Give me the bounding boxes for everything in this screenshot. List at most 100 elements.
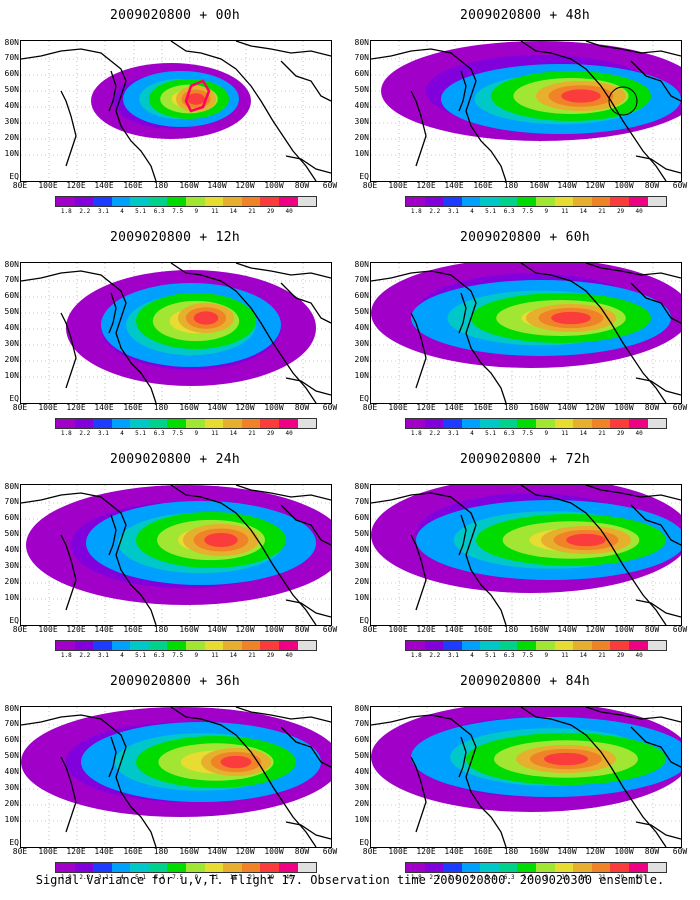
forecast-panel: 2009020800 + 72h 80N 70N 60N 50N 40N 30N 20N 10N… <box>350 444 700 666</box>
colorbar-label: 6.3 <box>153 430 165 437</box>
latitude-label: 10N <box>354 593 369 602</box>
colorbar-swatch <box>443 197 462 206</box>
coastline <box>60 534 77 611</box>
longitude-label: 100W <box>614 625 634 634</box>
colorbar-label: 7.5 <box>522 652 534 659</box>
coastline <box>108 514 117 556</box>
coastline <box>410 312 427 389</box>
colorbar-label: 6.3 <box>503 430 515 437</box>
coastline <box>280 504 331 546</box>
latitude-label: 20N <box>354 577 369 586</box>
colorbar-swatch <box>573 419 592 428</box>
coastline <box>21 270 157 403</box>
colorbar-swatch <box>111 641 131 650</box>
colorbar-label: 3.1 <box>98 652 109 659</box>
colorbar-label: 11 <box>211 652 219 659</box>
colorbar-swatch <box>647 863 667 872</box>
longitude-label: 120E <box>416 403 436 412</box>
latitude-label: 30N <box>354 561 369 570</box>
longitude-label: 160W <box>179 625 199 634</box>
variance-contour <box>551 311 591 325</box>
colorbar-swatch <box>573 197 592 206</box>
variance-field <box>21 485 331 625</box>
colorbar-label: 40 <box>635 874 643 881</box>
colorbar-label: 5.1 <box>485 208 496 215</box>
map-plot <box>20 484 332 626</box>
variance-contour <box>220 755 252 769</box>
colorbar-swatch <box>148 197 168 206</box>
colorbar-labels: 1.8 2.2 3.1 4 5.1 6.3 7.5 9 11 14 21 29 40 <box>55 208 315 216</box>
latitude-label: 20N <box>4 355 19 364</box>
longitude-label: 140E <box>94 847 114 856</box>
coastline <box>371 714 507 847</box>
colorbar-swatch <box>554 863 574 872</box>
colorbar <box>405 196 667 207</box>
colorbar-label: 3.1 <box>98 430 109 437</box>
colorbar-swatch <box>56 197 75 206</box>
colorbar-swatch <box>241 863 261 872</box>
colorbar-label: 5.1 <box>135 208 146 215</box>
latitude-label: 60N <box>4 291 19 300</box>
longitude-label: 100W <box>264 847 284 856</box>
latitude-label: 80N <box>4 260 19 269</box>
longitude-label: 80W <box>294 847 310 856</box>
latitude-label: 30N <box>4 561 19 570</box>
colorbar-swatch <box>517 641 537 650</box>
longitude-label: 160E <box>473 403 493 412</box>
colorbar <box>405 862 667 873</box>
latitude-label: 30N <box>4 117 19 126</box>
colorbar-label: 29 <box>616 874 625 881</box>
colorbar-labels: 1.8 2.2 3.1 4 5.1 6.3 7.5 9 11 14 21 29 40 <box>405 208 665 216</box>
colorbar-swatch <box>204 419 224 428</box>
latitude-label: 40N <box>354 323 369 332</box>
colorbar-swatch <box>130 197 149 206</box>
longitude-label: 100E <box>388 847 408 856</box>
colorbar-swatch <box>647 419 667 428</box>
coastline <box>235 263 331 279</box>
coastline <box>520 485 667 625</box>
longitude-label: 100W <box>614 181 634 190</box>
longitude-label: 180 <box>153 625 169 634</box>
longitude-label: 60W <box>672 403 688 412</box>
colorbar-swatch <box>628 197 648 206</box>
colorbar-swatch <box>498 641 518 650</box>
colorbar-swatch <box>223 641 242 650</box>
longitude-label: 140W <box>557 403 577 412</box>
map-plot <box>20 262 332 404</box>
colorbar-swatch <box>186 419 205 428</box>
longitude-label: 80E <box>362 625 378 634</box>
colorbar-swatch <box>480 197 499 206</box>
longitude-label: 80E <box>12 847 28 856</box>
colorbar-swatch <box>443 419 462 428</box>
latitude-label: 80N <box>4 482 19 491</box>
latitude-label: 70N <box>4 53 19 62</box>
latitude-label: EQ <box>359 394 369 403</box>
longitude-label: 160E <box>473 181 493 190</box>
colorbar-label: 14 <box>579 874 588 881</box>
longitude-label: 60W <box>672 625 688 634</box>
colorbar-label: 40 <box>285 652 293 659</box>
colorbar-swatch <box>204 863 224 872</box>
longitude-label: 80W <box>644 181 660 190</box>
colorbar-swatch <box>111 197 131 206</box>
longitude-label: 140W <box>557 625 577 634</box>
colorbar-label: 11 <box>561 652 569 659</box>
longitude-label: 80E <box>362 847 378 856</box>
latitude-label: 50N <box>354 85 369 94</box>
forecast-panel: 2009020800 + 84h 80N 70N 60N 50N 40N 30N 20N 10N… <box>350 666 700 888</box>
latitude-label: 50N <box>4 751 19 760</box>
colorbar-label: 6.3 <box>503 874 515 881</box>
colorbar-label: 4 <box>470 652 474 659</box>
colorbar-swatch <box>260 863 279 872</box>
colorbar-swatch <box>278 197 298 206</box>
colorbar-swatch <box>74 641 94 650</box>
colorbar-label: 3.1 <box>448 430 459 437</box>
colorbar-label: 9 <box>194 430 199 437</box>
coastline <box>285 599 331 618</box>
colorbar-swatch <box>260 419 279 428</box>
latitude-label: 30N <box>354 117 369 126</box>
colorbar-swatch <box>591 641 611 650</box>
colorbar-labels: 1.8 2.2 3.1 4 5.1 6.3 7.5 9 11 14 21 29 40 <box>55 874 315 882</box>
latitude-label: 50N <box>4 85 19 94</box>
colorbar-swatch <box>610 641 629 650</box>
